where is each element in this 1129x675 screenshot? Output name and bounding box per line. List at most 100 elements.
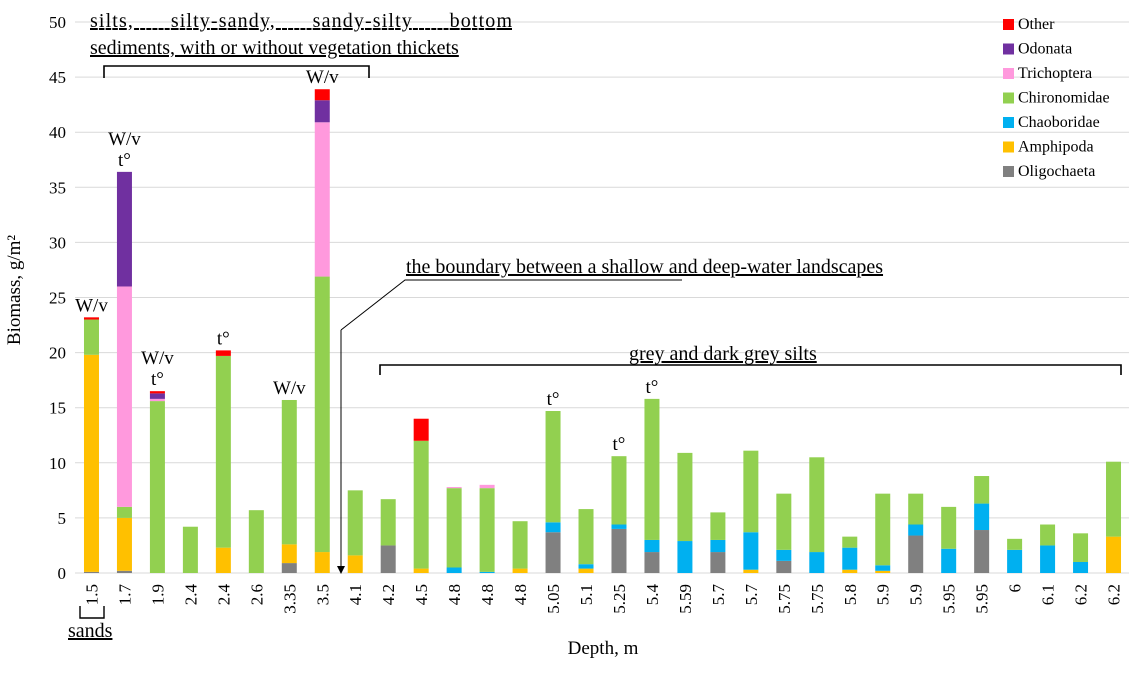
bar-segment-amphipoda — [83, 354, 99, 572]
bar-segment-amphipoda — [314, 552, 330, 573]
bar-segment-chironomidae — [347, 490, 363, 556]
sands-annotation: sands — [68, 606, 113, 642]
x-tick-label: 4.1 — [346, 584, 365, 605]
bar-segment-chironomidae — [875, 493, 891, 566]
x-tick-label: 6 — [1006, 584, 1025, 593]
x-tick-label: 1.5 — [82, 584, 101, 605]
bar-segment-other — [314, 89, 330, 101]
x-tick-label: 4.5 — [412, 584, 431, 605]
bar-segment-oligochaeta — [380, 545, 396, 573]
bar-segment-amphipoda — [842, 569, 858, 573]
bar-segment-chironomidae — [611, 456, 627, 525]
legend-label: Amphipoda — [1018, 139, 1094, 156]
legend-swatch — [1003, 141, 1014, 153]
grey-silts-bracket — [379, 364, 1122, 375]
bar-segment-chironomidae — [479, 488, 495, 572]
bar-annotation: W/v — [273, 378, 306, 399]
bar-segment-chironomidae — [578, 509, 594, 565]
bar-segment-chironomidae — [644, 398, 660, 540]
x-tick-label: 5.7 — [742, 584, 761, 606]
bar-segment-oligochaeta — [611, 528, 627, 573]
y-tick-label: 15 — [49, 399, 66, 418]
bar-segment-chaoboridae — [644, 539, 660, 553]
bar-segment-chironomidae — [908, 493, 924, 525]
bar-annotation: t° — [151, 369, 164, 390]
top-bracket — [103, 65, 370, 78]
bar-segment-odonata — [149, 393, 165, 399]
x-tick-label: 5.25 — [610, 584, 629, 614]
bar-segment-chironomidae — [842, 536, 858, 548]
x-tick-label: 4.2 — [379, 584, 398, 605]
bar-segment-other — [413, 418, 429, 441]
x-tick-label: 5.75 — [775, 584, 794, 614]
top-bracket-label-line1: silts, silty-sandy, sandy-silty bottom — [90, 10, 512, 32]
top-bracket-label-line2: sediments, with or without vegetation th… — [90, 37, 459, 59]
x-tick-label: 1.7 — [115, 584, 134, 606]
bar-segment-chaoboridae — [776, 549, 792, 561]
gridlines — [75, 21, 1129, 574]
legend-swatch — [1003, 117, 1014, 128]
x-tick-label: 2.6 — [247, 584, 266, 605]
bar-segment-chironomidae — [248, 510, 264, 573]
sands-label: sands — [68, 620, 113, 642]
bar-segment-chironomidae — [83, 319, 99, 355]
y-tick-label: 40 — [49, 123, 66, 142]
legend-label: Oligochaeta — [1018, 163, 1095, 180]
x-tick-label: 5.7 — [709, 584, 728, 606]
bar-segment-chaoboridae — [1007, 549, 1023, 573]
bar-segment-chironomidae — [446, 488, 462, 568]
bar-segment-chaoboridae — [677, 541, 693, 573]
y-tick-label: 50 — [49, 13, 66, 32]
x-tick-label: 1.9 — [148, 584, 167, 605]
x-axis-title: Depth, m — [568, 638, 639, 659]
x-tick-label: 6.2 — [1072, 584, 1091, 605]
x-tick-label: 5.4 — [643, 584, 662, 606]
x-tick-labels: 1.5 1.7 1.9 2.4 2.4 2.6 3.35 3.5 4.1 4.2 4.5 4.8 4.8… — [82, 584, 1123, 614]
y-tick-label: 45 — [49, 68, 66, 87]
bar-segment-chaoboridae — [611, 524, 627, 529]
bar-segment-chironomidae — [215, 355, 231, 548]
bar-segment-trichoptera — [446, 487, 462, 489]
bar-segment-chironomidae — [512, 521, 528, 569]
bar-segment-chaoboridae — [1073, 561, 1089, 573]
y-tick-label: 25 — [49, 289, 66, 308]
x-tick-label: 5.05 — [544, 584, 563, 614]
bar-segment-chironomidae — [281, 399, 297, 545]
x-tick-label: 6.2 — [1105, 584, 1124, 605]
legend-label: Odonata — [1018, 41, 1072, 58]
x-tick-label: 4.8 — [478, 584, 497, 605]
y-tick-label: 5 — [58, 509, 67, 528]
bar-segment-other — [83, 317, 99, 320]
x-tick-label: 5.95 — [973, 584, 992, 614]
grey-silts-annotation: grey and dark grey silts — [379, 343, 1122, 375]
bar-segment-chironomidae — [1040, 524, 1056, 546]
bar-segment-chaoboridae — [842, 547, 858, 570]
x-tick-label: 5.8 — [841, 584, 860, 605]
bars — [83, 89, 1122, 573]
bar-annotation: W/v — [141, 348, 174, 369]
bar-annotations: W/vW/vt°W/vt°t°W/vW/vt°t°t° — [75, 67, 658, 455]
bar-segment-chaoboridae — [545, 522, 561, 533]
bar-segment-chironomidae — [182, 526, 198, 573]
y-tick-label: 20 — [49, 344, 66, 363]
bar-segment-trichoptera — [479, 484, 495, 489]
bar-segment-chaoboridae — [974, 503, 990, 531]
boundary-annotation: the boundary between a shallow and deep-… — [337, 256, 883, 574]
x-tick-label: 2.4 — [214, 584, 233, 606]
grey-silts-label: grey and dark grey silts — [629, 343, 817, 365]
bar-segment-chaoboridae — [908, 524, 924, 536]
y-tick-label: 0 — [58, 564, 67, 583]
bar-segment-chaoboridae — [710, 539, 726, 553]
bar-segment-oligochaeta — [545, 532, 561, 573]
bar-segment-chironomidae — [710, 512, 726, 540]
sands-bracket — [79, 606, 105, 619]
boundary-leader — [340, 279, 682, 331]
bar-segment-amphipoda — [875, 570, 891, 573]
bar-segment-amphipoda — [512, 568, 528, 573]
legend-swatch — [1003, 43, 1014, 55]
bar-segment-amphipoda — [413, 568, 429, 573]
bar-segment-trichoptera — [116, 286, 132, 507]
x-tick-label: 6.1 — [1039, 584, 1058, 605]
bar-segment-amphipoda — [743, 569, 759, 573]
